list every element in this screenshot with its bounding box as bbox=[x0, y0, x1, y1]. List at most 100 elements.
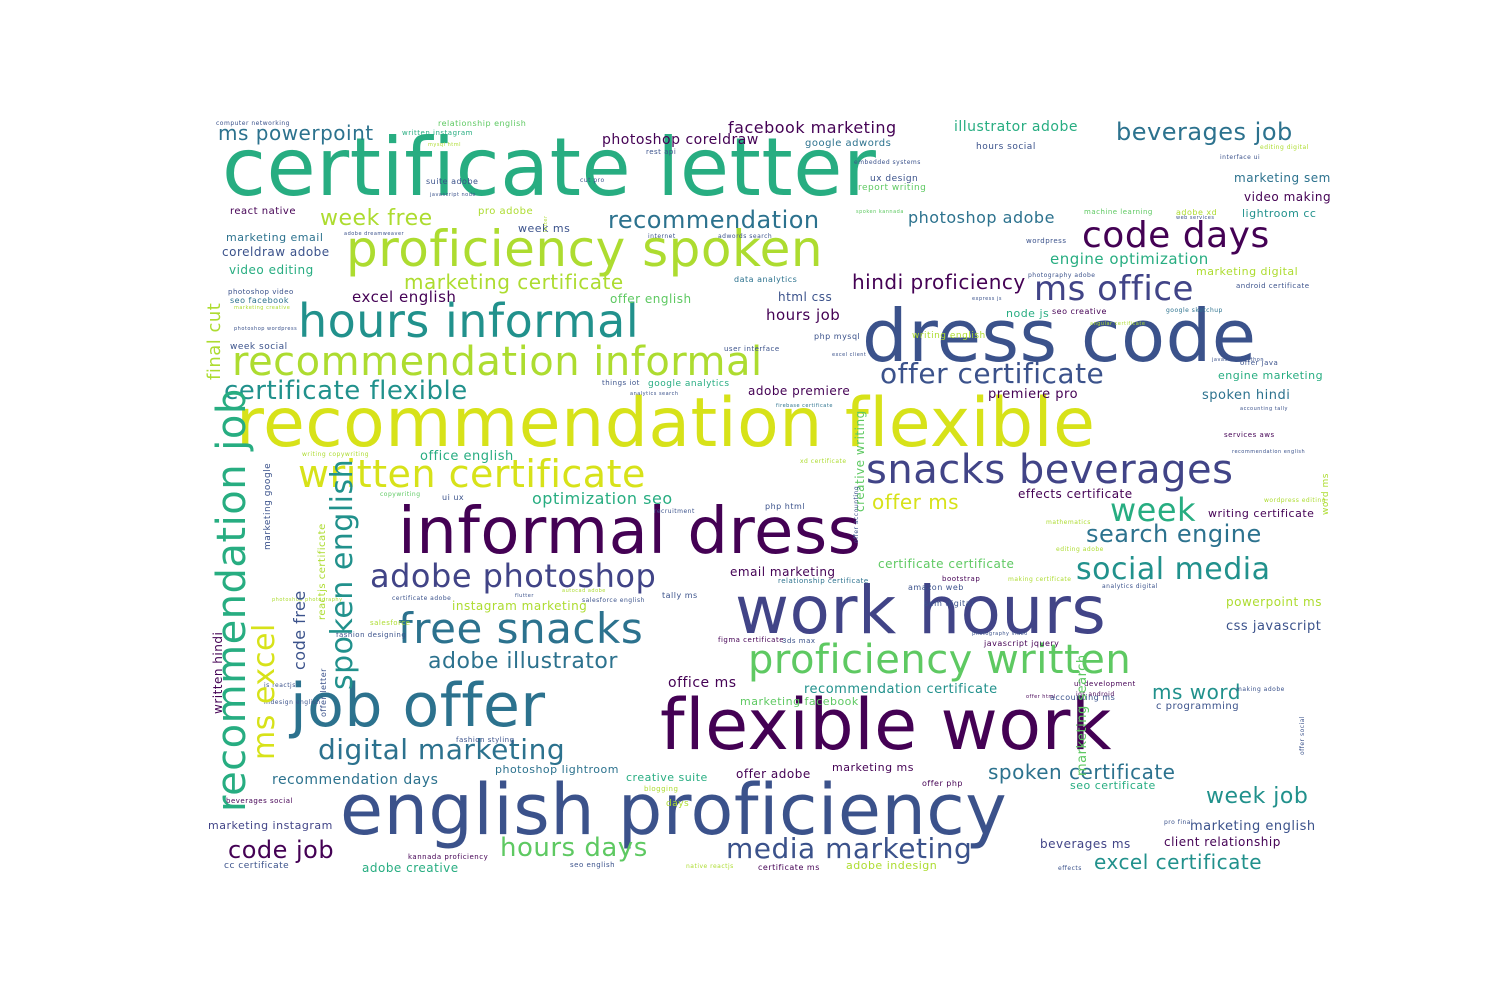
cloud-word: photoshop coreldraw bbox=[602, 132, 759, 148]
cloud-word: adobe xd bbox=[1176, 208, 1218, 217]
cloud-word: letter bbox=[543, 215, 549, 232]
cloud-word: powerpoint ms bbox=[1226, 595, 1322, 609]
cloud-word: marketing google bbox=[263, 462, 273, 550]
cloud-word: marketing facebook bbox=[740, 695, 859, 708]
cloud-word: google sketchup bbox=[1166, 307, 1223, 314]
cloud-word: adwords search bbox=[718, 233, 773, 240]
cloud-word: recommendation informal bbox=[232, 339, 763, 385]
cloud-word: pro final bbox=[1164, 819, 1194, 826]
cloud-word: written certificate bbox=[298, 452, 646, 496]
cloud-word: dress code bbox=[862, 294, 1257, 378]
cloud-word: email marketing bbox=[730, 565, 836, 579]
cloud-word: offer certificate bbox=[880, 357, 1105, 390]
cloud-word: accounting ms bbox=[1050, 693, 1116, 702]
cloud-word: offer english bbox=[610, 292, 692, 306]
cloud-word: data analytics bbox=[734, 275, 798, 284]
cloud-word: facebook marketing bbox=[728, 118, 897, 137]
cloud-word: cc certificate bbox=[224, 861, 290, 871]
cloud-word: spoken hindi bbox=[1202, 388, 1291, 403]
cloud-word: kannada proficiency bbox=[408, 853, 489, 861]
cloud-word: excel certificate bbox=[1094, 850, 1263, 874]
cloud-word: rest api bbox=[646, 148, 677, 156]
cloud-word: certificate letter bbox=[222, 121, 877, 214]
cloud-word: salesforce english bbox=[582, 597, 645, 604]
cloud-word: free snacks bbox=[398, 604, 644, 653]
cloud-word: internet bbox=[648, 233, 676, 240]
cloud-word: tally ms bbox=[662, 591, 698, 600]
cloud-word: photoshop lightroom bbox=[495, 763, 619, 776]
cloud-word: bootstrap bbox=[942, 575, 981, 583]
cloud-word: editing adobe bbox=[1056, 546, 1104, 553]
cloud-word: xd certificate bbox=[800, 458, 847, 465]
cloud-word: optimization seo bbox=[532, 489, 673, 508]
cloud-word: code job bbox=[228, 836, 335, 864]
cloud-word: proficiency spoken bbox=[346, 220, 824, 278]
cloud-word: seo certificate bbox=[1070, 779, 1156, 792]
cloud-word: adobe dreamweaver bbox=[344, 231, 405, 237]
cloud-word: written instagram bbox=[402, 129, 473, 137]
cloud-word: c programming bbox=[1156, 701, 1240, 712]
cloud-word: accounting tally bbox=[1240, 406, 1289, 412]
cloud-word: adobe photoshop bbox=[370, 557, 657, 595]
cloud-word: informal dress bbox=[398, 495, 862, 569]
cloud-word: hindi proficiency bbox=[852, 270, 1026, 294]
cloud-word: copywriting bbox=[380, 491, 421, 498]
cloud-word: excel client bbox=[832, 352, 867, 358]
cloud-word: html css bbox=[778, 290, 833, 304]
cloud-word: marketing english bbox=[1190, 819, 1316, 834]
cloud-word: android certificate bbox=[1236, 282, 1310, 290]
cloud-word: ms excel bbox=[247, 623, 282, 760]
cloud-word: adobe premiere bbox=[748, 384, 851, 398]
cloud-word: days bbox=[666, 799, 690, 809]
cloud-word: writing certificate bbox=[1208, 507, 1315, 520]
cloud-word: spoken kannada bbox=[856, 209, 904, 215]
cloud-word: recommendation bbox=[608, 206, 820, 234]
cloud-word: marketing creative bbox=[234, 305, 291, 311]
cloud-word: office english bbox=[420, 449, 514, 464]
cloud-word: editing digital bbox=[1260, 144, 1309, 151]
cloud-word: client relationship bbox=[1164, 835, 1281, 849]
cloud-word: adobe creative bbox=[362, 861, 459, 875]
cloud-word: week free bbox=[320, 206, 433, 231]
cloud-word: premiere pro bbox=[988, 387, 1079, 402]
cloud-word: beverages ms bbox=[1040, 837, 1131, 851]
cloud-word: things iot bbox=[602, 379, 640, 387]
cloud-word: offer php bbox=[922, 779, 964, 788]
cloud-word: mysql html bbox=[428, 142, 461, 148]
cloud-word: web services bbox=[1176, 215, 1215, 221]
cloud-word: analytics search bbox=[630, 391, 679, 397]
cloud-word: ms office bbox=[1034, 269, 1194, 309]
cloud-word: recommendation english bbox=[1232, 449, 1306, 455]
cloud-word: flutter bbox=[515, 593, 534, 599]
cloud-word: beverages job bbox=[1116, 118, 1293, 146]
cloud-word: ms powerpoint bbox=[218, 121, 374, 145]
cloud-word: marketing sem bbox=[1234, 171, 1331, 185]
cloud-word: sem digital bbox=[924, 599, 974, 608]
cloud-word: relationship english bbox=[438, 119, 527, 128]
cloud-word: wordpress editing bbox=[1264, 497, 1327, 504]
cloud-word: word ms bbox=[1321, 473, 1331, 515]
cloud-word: fashion designing bbox=[336, 631, 407, 639]
cloud-word: offer adobe bbox=[736, 767, 811, 781]
cloud-word: php mysql bbox=[814, 332, 861, 341]
cloud-word: certificate adobe bbox=[392, 595, 452, 602]
cloud-word: hours job bbox=[766, 306, 841, 324]
cloud-word: salesforce bbox=[370, 619, 411, 627]
cloud-word: javascript jquery bbox=[984, 639, 1060, 648]
cloud-word: social media bbox=[1076, 552, 1271, 587]
cloud-word: seo facebook bbox=[230, 296, 290, 305]
cloud-word: php html bbox=[765, 502, 805, 511]
cloud-word: certificate ms bbox=[758, 863, 820, 872]
cloud-word: marketing instagram bbox=[208, 819, 333, 832]
cloud-word: google adwords bbox=[805, 138, 892, 149]
cloud-word: engine marketing bbox=[1218, 369, 1324, 382]
cloud-word: ms word bbox=[1152, 680, 1241, 704]
cloud-word: ios android bbox=[1076, 691, 1115, 698]
cloud-word: spoken english bbox=[325, 458, 360, 690]
cloud-word: embedded systems bbox=[854, 159, 921, 166]
cloud-word: recommendation flexible bbox=[236, 384, 1096, 463]
cloud-word: amazon web bbox=[908, 583, 964, 592]
cloud-word: hours days bbox=[500, 833, 648, 863]
cloud-word: ux design bbox=[870, 174, 919, 184]
cloud-word: flexible work bbox=[660, 684, 1112, 766]
